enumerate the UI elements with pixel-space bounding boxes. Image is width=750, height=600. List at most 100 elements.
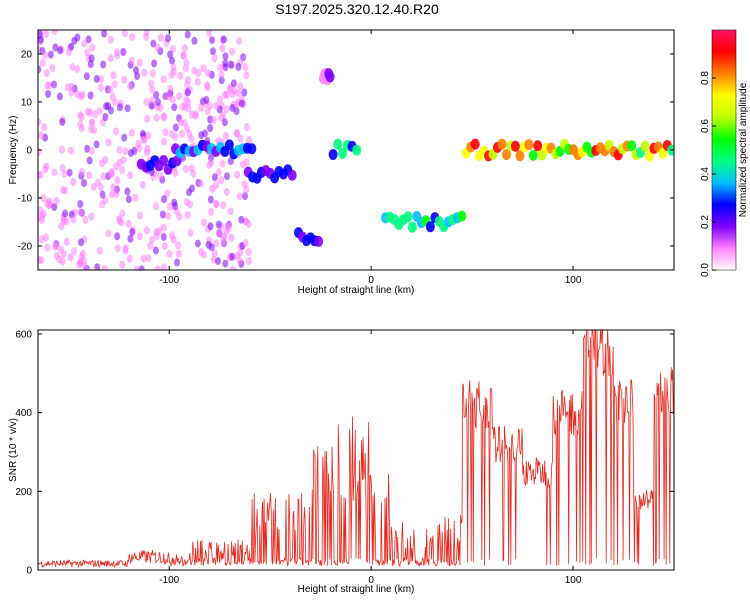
heatmap-cell: [227, 157, 234, 166]
heatmap-cell: [223, 188, 230, 196]
heatmap-cell: [143, 30, 150, 37]
heatmap-cell: [524, 139, 534, 151]
heatmap-cell: [209, 36, 215, 45]
heatmap-cell: [119, 166, 126, 175]
y-tick-label: 0: [26, 566, 32, 577]
heatmap-cell: [237, 134, 244, 143]
heatmap-cell: [172, 168, 179, 177]
heatmap-cell: [150, 39, 157, 48]
heatmap-cell: [170, 67, 177, 76]
heatmap-cell: [245, 220, 252, 229]
heatmap-cell: [59, 163, 66, 172]
colorbar-tick-label: 0.2: [700, 215, 711, 229]
heatmap-cell: [63, 237, 70, 246]
y-tick-label: 0: [26, 146, 32, 157]
heatmap-cell: [184, 124, 190, 133]
heatmap-cell: [70, 178, 77, 186]
heatmap-cell: [147, 241, 154, 250]
heatmap-cell: [151, 59, 158, 68]
heatmap-cell: [45, 201, 52, 210]
heatmap-cell: [92, 110, 99, 119]
heatmap-cell: [69, 63, 76, 72]
heatmap-cell: [208, 243, 215, 252]
heatmap-cell: [51, 203, 58, 212]
heatmap-cell: [82, 262, 88, 270]
heatmap-cell: [86, 156, 93, 165]
heatmap-cell: [124, 104, 131, 113]
heatmap-cell: [210, 115, 217, 124]
heatmap-cell: [230, 265, 237, 270]
x-tick-label: -100: [159, 275, 179, 286]
heatmap-cell: [220, 111, 227, 120]
heatmap-cell: [78, 238, 85, 247]
heatmap-cell: [179, 102, 186, 111]
heatmap-cell: [96, 246, 103, 255]
heatmap-cell: [211, 54, 218, 63]
heatmap-cell: [47, 50, 54, 59]
heatmap-cell: [153, 91, 160, 99]
heatmap-cell: [88, 146, 95, 155]
colorbar-tick-label: 0.4: [700, 167, 711, 181]
heatmap-cell: [189, 184, 195, 193]
heatmap-cell: [124, 187, 131, 196]
heatmap-cell: [99, 159, 106, 168]
heatmap-cell: [157, 171, 164, 180]
heatmap-cell: [183, 95, 190, 104]
colorbar-ticks: 0.0 0.2 0.4 0.6 0.8: [700, 71, 716, 277]
heatmap-cell: [170, 235, 177, 244]
heatmap-cell: [233, 100, 240, 109]
heatmap-cell: [164, 189, 171, 198]
heatmap-cell: [122, 30, 128, 38]
heatmap-cell: [245, 257, 252, 265]
heatmap-cell: [52, 43, 59, 52]
heatmap-cell: [103, 102, 110, 111]
heatmap-cell: [67, 253, 74, 262]
heatmap-cell: [194, 239, 201, 248]
heatmap-cell: [229, 252, 236, 261]
heatmap-cell: [198, 103, 205, 112]
heatmap-cell: [60, 186, 67, 194]
heatmap-cell: [644, 150, 654, 162]
x-tick-label: 0: [368, 575, 374, 586]
heatmap-cell: [175, 250, 182, 258]
heatmap-cell: [175, 241, 182, 250]
heatmap-cell: [126, 254, 133, 263]
heatmap-cell: [174, 258, 180, 267]
heatmap-cell: [51, 80, 57, 89]
heatmap-cell: [110, 183, 117, 192]
heatmap-cell: [61, 169, 68, 178]
heatmap-cell: [201, 218, 208, 227]
heatmap-cell: [38, 118, 42, 126]
heatmap-cell: [93, 74, 100, 83]
heatmap-cell: [242, 239, 249, 247]
heatmap-cell: [223, 105, 230, 114]
heatmap-cell: [238, 215, 245, 224]
heatmap-cell: [137, 211, 143, 220]
heatmap-cell: [185, 76, 192, 85]
snr-frame: [37, 329, 675, 571]
y-tick-label: 200: [15, 487, 32, 498]
heatmap-cell: [236, 192, 243, 201]
heatmap-cell: [41, 122, 48, 131]
colorbar-tick-label: 0.6: [700, 119, 711, 133]
heatmap-cell: [38, 65, 42, 74]
heatmap-cell: [187, 200, 194, 209]
heatmap-cell: [165, 212, 171, 220]
heatmap-cell: [102, 113, 109, 121]
heatmap-cell: [97, 183, 104, 192]
heatmap-cell: [113, 190, 120, 199]
heatmap-cell: [169, 56, 176, 65]
heatmap-cell: [145, 254, 152, 263]
heatmap-cell: [213, 200, 220, 208]
heatmap-cell: [67, 146, 74, 155]
heatmap-cell: [91, 126, 98, 135]
heatmap-cell: [233, 107, 240, 116]
heatmap-cell: [38, 30, 43, 39]
heatmap-cell: [149, 85, 156, 94]
snr-panel: -100 0 100 0 200 400 600 Height of straight li…: [8, 329, 675, 595]
heatmap-cell: [200, 64, 207, 73]
heatmap-cell: [160, 75, 167, 84]
heatmap-cell: [215, 168, 222, 177]
heatmap-cell: [211, 173, 218, 182]
heatmap-cell: [40, 194, 47, 203]
